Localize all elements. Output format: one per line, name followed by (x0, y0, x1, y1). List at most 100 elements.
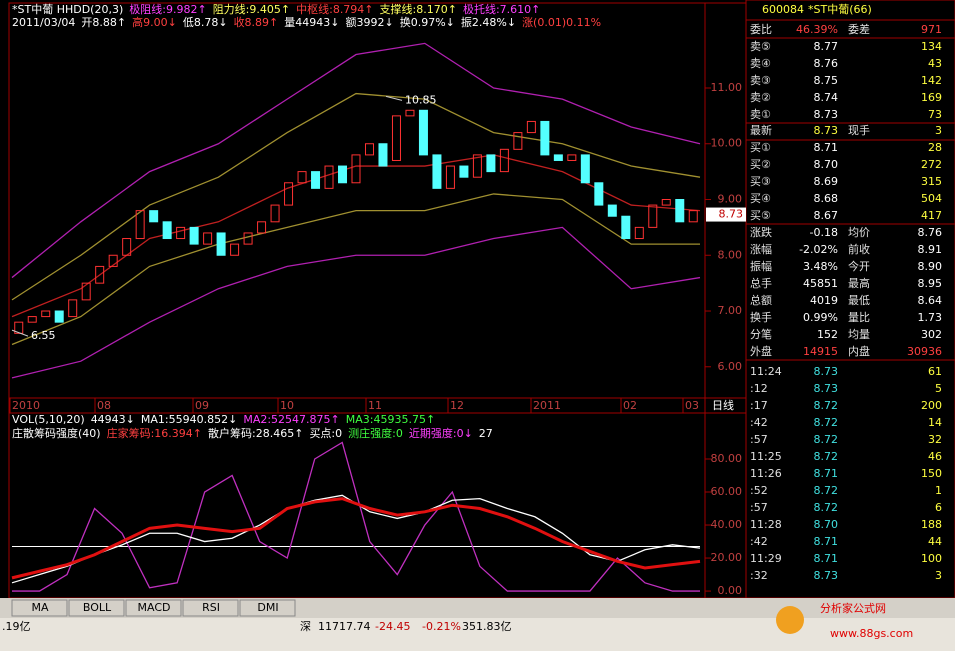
candle-body (257, 221, 267, 234)
tab[interactable] (239, 599, 296, 617)
quote-label: 涨幅 (750, 243, 772, 256)
tab-label[interactable]: DMI (257, 601, 278, 614)
quote-label: 委差 (848, 22, 870, 36)
header-item: *ST中葡 HHDD(20,3) (12, 3, 123, 16)
quote-label: 买① (750, 141, 771, 154)
candle-body (108, 254, 118, 267)
quote-label: :32 (750, 569, 768, 582)
tab-label[interactable]: BOLL (83, 601, 112, 614)
x-tick-label: 02 (623, 399, 637, 412)
candle-body (364, 143, 374, 156)
candle-body (122, 238, 132, 256)
candle-body (135, 210, 145, 240)
quote-label: 11:24 (750, 365, 782, 378)
candle-body (513, 132, 523, 150)
quote-value: 73 (928, 108, 942, 121)
logo-url: www.88gs.com (830, 627, 913, 640)
quote-value: 417 (921, 209, 942, 222)
band-line (11, 226, 701, 379)
tab[interactable] (11, 599, 68, 617)
quote-label: 买⑤ (750, 209, 771, 222)
band-line (11, 92, 701, 301)
quote-value: 8.74 (814, 91, 839, 104)
header-item: MA1:55940.852↓ (141, 413, 237, 426)
quote-value: 8.64 (918, 294, 943, 307)
candle-body (553, 154, 563, 161)
high-label: 10.85 (405, 93, 437, 106)
tab-label[interactable]: MA (31, 601, 48, 614)
y-tick-label: 7.00 (718, 304, 743, 317)
tab-label[interactable]: RSI (202, 601, 220, 614)
quote-label: 涨跌 (750, 225, 772, 239)
quote-label: :17 (750, 399, 768, 412)
header-item: 换0.97%↓ (400, 15, 455, 29)
quote-label: :12 (750, 382, 768, 395)
quote-value: 1.73 (918, 311, 943, 324)
quote-value: 5 (935, 382, 942, 395)
quote-value: 8.73 (814, 108, 839, 121)
quote-value: 150 (921, 467, 942, 480)
logo-icon (776, 606, 804, 634)
quote-value: 4019 (810, 294, 838, 307)
status-text: -24.45 (375, 620, 410, 633)
header-item: VOL(5,10,20) (12, 413, 85, 426)
quote-value: 6 (935, 501, 942, 514)
candle-body (162, 221, 172, 240)
candle-body (486, 154, 496, 173)
quote-label: 振幅 (750, 259, 772, 273)
x-tick-label: 2010 (12, 399, 40, 412)
tab[interactable] (68, 599, 125, 617)
quote-label: 最低 (848, 294, 870, 307)
quote-value: 28 (928, 141, 942, 154)
x-tick-label: 03 (685, 399, 699, 412)
quote-label: :57 (750, 501, 768, 514)
quote-label: 内盘 (848, 344, 870, 358)
quote-value: 8.72 (814, 433, 839, 446)
quote-label: 总手 (750, 276, 772, 290)
quote-value: 8.71 (814, 467, 839, 480)
quote-label: 现手 (848, 123, 870, 137)
quote-value: 8.73 (814, 365, 839, 378)
quote-value: 134 (921, 40, 942, 53)
quote-label: 买③ (750, 175, 771, 188)
candle-body (675, 199, 685, 223)
quote-value: 8.67 (814, 209, 839, 222)
quote-label: 总额 (750, 293, 772, 307)
quote-value: 3 (935, 124, 942, 137)
quote-value: 152 (817, 328, 838, 341)
header-item: 散户筹码:28.465↑ (208, 426, 303, 440)
quote-value: 44 (928, 535, 942, 548)
quote-value: 8.91 (918, 243, 943, 256)
tab[interactable] (125, 599, 182, 617)
candle-body (338, 165, 348, 184)
candle-body (580, 154, 590, 184)
quote-label: 均量 (848, 328, 870, 341)
candle-body (189, 226, 199, 245)
quote-label: 量比 (848, 311, 870, 324)
logo-title: 分析家公式网 (820, 601, 886, 615)
candle-body (270, 204, 280, 223)
tab[interactable] (182, 599, 239, 617)
quote-label: 卖⑤ (750, 40, 771, 53)
candle-body (499, 148, 509, 173)
candle-body (432, 154, 442, 189)
quote-value: 8.71 (814, 535, 839, 548)
header-item: 2011/03/04 (12, 16, 75, 29)
x-tick-label: 08 (97, 399, 111, 412)
header-item: 额3992↓ (346, 16, 394, 29)
quote-value: 8.72 (814, 450, 839, 463)
y-tick-label: 11.00 (711, 81, 743, 94)
quote-code: 600084 (762, 3, 804, 16)
candle-body (41, 310, 51, 318)
candle-body (243, 232, 253, 245)
quote-value: 8.73 (814, 382, 839, 395)
quote-label: 均价 (848, 226, 870, 239)
header-item: 极阻线:9.982↑ (129, 2, 206, 16)
x-tick-label: 10 (280, 399, 294, 412)
candle-body (95, 265, 105, 284)
quote-value: 46.39% (796, 23, 838, 36)
y-tick-label: 60.00 (711, 485, 743, 498)
tab-label[interactable]: MACD (138, 601, 171, 614)
low-label: 6.55 (31, 329, 56, 342)
